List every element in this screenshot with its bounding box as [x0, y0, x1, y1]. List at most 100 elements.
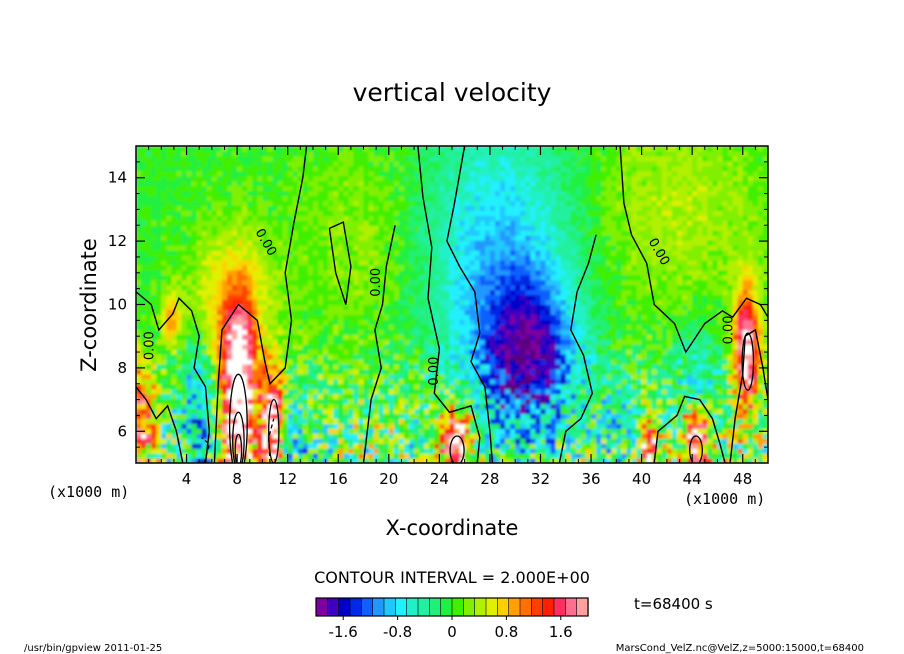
heat-cell — [272, 299, 279, 306]
heat-cell — [449, 443, 456, 449]
heat-cell — [136, 195, 142, 202]
heat-cell — [494, 146, 501, 152]
heat-cell — [414, 180, 420, 187]
heat-cell — [494, 324, 501, 330]
heat-cell — [262, 235, 269, 241]
heat-cell — [398, 175, 405, 182]
heat-cell — [181, 274, 188, 281]
heat-cell — [434, 408, 440, 415]
heat-cell — [464, 329, 471, 335]
heat-cell — [434, 433, 440, 439]
heat-cell — [257, 304, 263, 311]
heat-cell — [272, 314, 279, 320]
heat-cell — [520, 423, 526, 429]
heat-cell — [424, 225, 430, 231]
heat-cell — [500, 289, 506, 296]
heat-cell — [454, 289, 461, 296]
heat-cell — [136, 259, 142, 266]
heat-cell — [333, 250, 339, 256]
heat-cell — [242, 413, 248, 420]
heat-cell — [515, 344, 521, 350]
heat-cell — [343, 205, 349, 211]
heat-cell — [338, 314, 344, 320]
heat-cell — [146, 433, 152, 439]
heat-cell — [156, 210, 162, 216]
heat-cell — [151, 378, 157, 385]
heat-cell — [272, 339, 279, 345]
heat-cell — [353, 309, 360, 315]
heat-cell — [479, 155, 486, 162]
heat-cell — [318, 225, 324, 231]
heat-cell — [201, 314, 208, 320]
heat-cell — [191, 284, 198, 291]
heat-cell — [419, 210, 425, 216]
heat-cell — [505, 403, 511, 410]
heat-cell — [287, 205, 294, 211]
heat-cell — [186, 388, 193, 395]
heat-cell — [161, 334, 167, 340]
heat-cell — [262, 155, 269, 162]
heat-cell — [272, 185, 279, 192]
heat-cell — [201, 324, 208, 330]
heat-cell — [136, 329, 142, 335]
heat-cell — [484, 423, 491, 429]
heat-cell — [515, 324, 521, 330]
heat-cell — [464, 413, 471, 420]
heat-cell — [515, 383, 521, 390]
heat-cell — [186, 344, 193, 350]
heat-cell — [348, 398, 355, 405]
heat-cell — [221, 438, 228, 444]
heat-cell — [520, 413, 526, 420]
heat-cell — [181, 423, 188, 429]
heat-cell — [373, 368, 380, 375]
heat-cell — [348, 373, 355, 380]
heat-cell — [186, 200, 193, 207]
heat-cell — [302, 215, 309, 221]
heat-cell — [333, 240, 339, 246]
heat-cell — [328, 453, 334, 459]
heat-cell — [262, 230, 269, 236]
heat-cell — [196, 413, 203, 420]
heat-cell — [388, 190, 395, 197]
heat-cell — [227, 146, 233, 152]
heat-cell — [277, 190, 284, 197]
heat-cell — [227, 195, 233, 202]
heat-cell — [277, 215, 284, 221]
heat-cell — [297, 165, 304, 172]
heat-cell — [403, 393, 410, 400]
heat-cell — [257, 264, 263, 271]
heat-cell — [444, 195, 451, 202]
heat-cell — [333, 383, 339, 390]
heat-cell — [358, 319, 365, 325]
heat-cell — [146, 155, 152, 162]
heat-cell — [328, 195, 334, 202]
heat-cell — [348, 329, 355, 335]
heat-cell — [282, 373, 289, 380]
heat-cell — [343, 195, 349, 202]
heat-cell — [343, 408, 349, 415]
heat-cell — [307, 329, 314, 335]
heat-cell — [227, 299, 233, 306]
heat-cell — [186, 304, 193, 311]
heat-cell — [323, 423, 329, 429]
heat-cell — [454, 195, 461, 202]
heat-cell — [146, 428, 152, 434]
heat-cell — [454, 245, 461, 251]
heat-cell — [318, 428, 324, 434]
heat-cell — [520, 245, 526, 251]
heat-cell — [459, 403, 466, 410]
heat-cell — [358, 378, 365, 385]
heat-cell — [393, 230, 400, 236]
heat-cell — [186, 170, 193, 177]
heat-cell — [520, 354, 526, 360]
heat-cell — [312, 423, 319, 429]
heat-cell — [409, 294, 415, 301]
heat-cell — [312, 358, 319, 365]
heat-cell — [429, 339, 435, 345]
heat-cell — [156, 175, 162, 182]
heat-cell — [318, 200, 324, 207]
heat-cell — [429, 259, 435, 266]
heat-cell — [373, 413, 380, 420]
heat-cell — [363, 408, 370, 415]
heat-cell — [181, 220, 188, 226]
